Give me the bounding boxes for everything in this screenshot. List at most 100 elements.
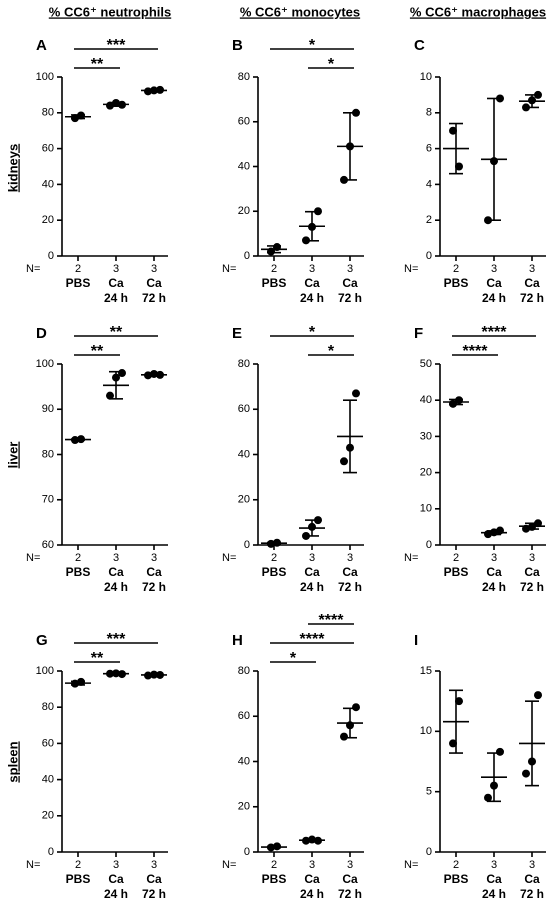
significance-label: **** <box>463 343 489 360</box>
data-point <box>302 236 310 245</box>
y-tick-label: 100 <box>36 71 54 83</box>
x-tick-label: 24 h <box>300 580 324 594</box>
data-point <box>118 369 126 378</box>
data-point <box>534 90 542 99</box>
x-tick-label: Ca <box>304 276 320 290</box>
significance-label: ** <box>91 650 104 667</box>
panel-label: G <box>36 632 48 649</box>
x-tick-label: 24 h <box>482 580 506 594</box>
n-label: N= <box>222 263 236 275</box>
panel-label: A <box>36 37 47 54</box>
y-tick-label: 0 <box>48 846 54 858</box>
data-point <box>346 443 354 452</box>
n-label: N= <box>404 859 418 871</box>
significance-label: ** <box>110 324 123 341</box>
data-point <box>340 457 348 466</box>
n-label: N= <box>404 552 418 564</box>
panel-label: F <box>414 325 423 342</box>
n-value: 3 <box>113 552 119 564</box>
n-label: N= <box>26 552 40 564</box>
n-value: 3 <box>529 859 535 871</box>
significance-label: *** <box>107 37 126 54</box>
y-tick-label: 20 <box>42 810 54 822</box>
y-tick-label: 80 <box>42 107 54 119</box>
column-header: % CC6⁺ macrophages <box>410 4 546 19</box>
x-tick-label: Ca <box>342 565 358 579</box>
n-value: 3 <box>491 552 497 564</box>
y-tick-label: 15 <box>420 665 432 677</box>
n-value: 2 <box>75 859 81 871</box>
y-tick-label: 60 <box>238 710 250 722</box>
y-tick-label: 0 <box>426 846 432 858</box>
y-tick-label: 0 <box>426 539 432 551</box>
y-tick-label: 90 <box>42 403 54 415</box>
data-point <box>484 216 492 225</box>
y-tick-label: 60 <box>42 539 54 551</box>
x-tick-label: Ca <box>146 565 162 579</box>
column-header: % CC6⁺ monocytes <box>240 4 360 19</box>
y-tick-label: 8 <box>426 107 432 119</box>
x-tick-label: 72 h <box>338 887 362 901</box>
data-point <box>308 522 316 531</box>
x-tick-label: Ca <box>304 872 320 886</box>
data-point <box>490 781 498 790</box>
data-point <box>522 769 530 778</box>
y-tick-label: 0 <box>244 846 250 858</box>
n-value: 3 <box>347 859 353 871</box>
data-point <box>522 103 530 112</box>
y-tick-label: 20 <box>238 801 250 813</box>
y-tick-label: 5 <box>426 786 432 798</box>
data-point <box>484 793 492 802</box>
y-tick-label: 2 <box>426 214 432 226</box>
y-tick-label: 10 <box>420 725 432 737</box>
data-point <box>340 732 348 741</box>
data-point <box>455 697 463 706</box>
x-tick-label: 24 h <box>104 580 128 594</box>
y-tick-label: 10 <box>420 71 432 83</box>
y-tick-label: 80 <box>238 358 250 370</box>
n-value: 2 <box>75 263 81 275</box>
data-point <box>314 516 322 525</box>
x-tick-label: 24 h <box>482 291 506 305</box>
n-value: 2 <box>453 859 459 871</box>
n-label: N= <box>222 552 236 564</box>
x-tick-label: PBS <box>444 872 469 886</box>
n-value: 3 <box>113 263 119 275</box>
x-tick-label: Ca <box>304 565 320 579</box>
y-tick-label: 40 <box>420 394 432 406</box>
y-tick-label: 6 <box>426 143 432 155</box>
data-point <box>112 373 120 382</box>
y-tick-label: 60 <box>42 143 54 155</box>
x-tick-label: Ca <box>108 872 124 886</box>
n-value: 3 <box>491 263 497 275</box>
y-tick-label: 50 <box>420 358 432 370</box>
data-point <box>534 691 542 700</box>
x-tick-label: 72 h <box>520 580 544 594</box>
y-tick-label: 100 <box>36 358 54 370</box>
panel-label: I <box>414 632 418 649</box>
x-tick-label: 72 h <box>338 580 362 594</box>
y-tick-label: 40 <box>42 178 54 190</box>
significance-label: * <box>328 343 335 360</box>
x-tick-label: Ca <box>342 276 358 290</box>
y-tick-label: 80 <box>238 665 250 677</box>
data-point <box>534 519 542 528</box>
x-tick-label: 72 h <box>338 291 362 305</box>
y-tick-label: 60 <box>42 737 54 749</box>
n-value: 3 <box>347 552 353 564</box>
y-tick-label: 20 <box>238 205 250 217</box>
n-label: N= <box>26 263 40 275</box>
x-tick-label: 72 h <box>520 291 544 305</box>
data-point <box>302 531 310 540</box>
panel-label: C <box>414 37 425 54</box>
data-point <box>528 96 536 105</box>
n-value: 2 <box>271 552 277 564</box>
x-tick-label: Ca <box>486 565 502 579</box>
significance-label: **** <box>319 612 345 629</box>
y-tick-label: 0 <box>48 250 54 262</box>
significance-label: * <box>290 650 297 667</box>
x-tick-label: 24 h <box>300 887 324 901</box>
x-tick-label: Ca <box>108 276 124 290</box>
x-tick-label: Ca <box>108 565 124 579</box>
